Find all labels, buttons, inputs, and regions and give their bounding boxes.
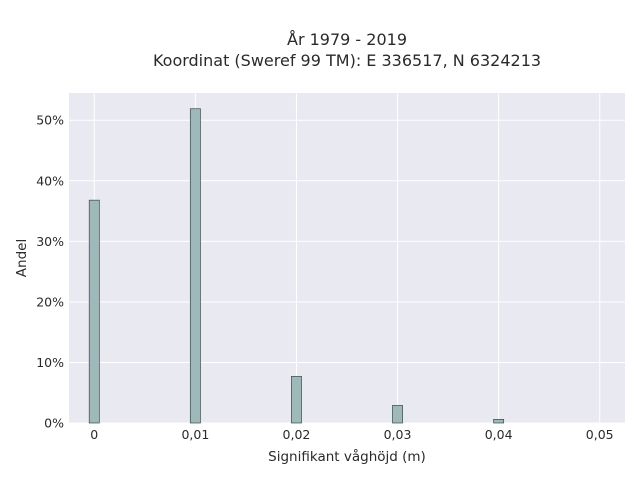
x-axis-title: Signifikant våghöjd (m): [268, 448, 426, 465]
x-axis-ticks: 0 0,01 0,02 0,03 0,04 0,05: [90, 427, 613, 442]
bars: [88, 108, 505, 424]
histogram-bar: [291, 376, 302, 424]
x-tick-label: 0: [90, 427, 98, 442]
y-tick-label: 40%: [36, 173, 64, 188]
plot-area: [69, 93, 625, 423]
grid-lines: [69, 93, 625, 424]
histogram-bar: [88, 199, 100, 424]
y-tick-label: 50%: [36, 113, 64, 128]
x-tick-label: 0,03: [384, 427, 412, 442]
x-tick-label: 0,01: [181, 427, 209, 442]
y-tick-label: 20%: [36, 294, 64, 309]
x-tick-label: 0,04: [485, 427, 513, 442]
chart-title-line-1: År 1979 - 2019: [287, 30, 407, 49]
x-tick-label: 0,05: [586, 427, 614, 442]
y-axis-title: Andel: [14, 239, 30, 277]
histogram-bar: [392, 405, 403, 424]
chart-title-line-2: Koordinat (Sweref 99 TM): E 336517, N 63…: [153, 51, 541, 70]
y-tick-label: 30%: [36, 234, 64, 249]
x-tick-label: 0,02: [283, 427, 311, 442]
y-tick-label: 10%: [36, 355, 64, 370]
histogram-bar: [493, 419, 505, 424]
histogram-bar: [189, 108, 201, 424]
y-axis-ticks: 0% 10% 20% 30% 40% 50%: [36, 113, 64, 431]
y-tick-label: 0%: [44, 416, 64, 431]
